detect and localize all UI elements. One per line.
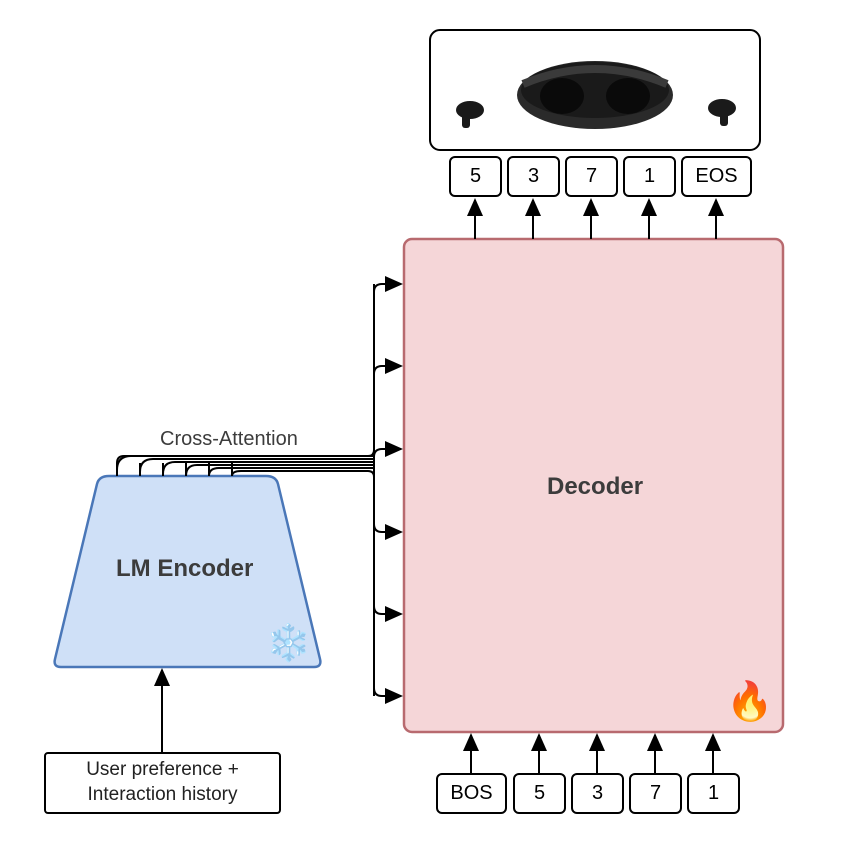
xattn-branch-4 xyxy=(374,524,401,532)
input-token-bos: BOS xyxy=(436,773,507,814)
xattn-join-bot xyxy=(368,471,374,477)
xattn-branch-3 xyxy=(374,449,401,457)
output-token-2: 3 xyxy=(507,156,560,197)
diagram-stage: 5 3 7 1 EOS BOS 5 3 7 1 Decoder LM Encod… xyxy=(0,0,860,847)
xattn-branch-1 xyxy=(374,284,401,292)
output-token-1: 5 xyxy=(449,156,502,197)
snowflake-icon: ❄️ xyxy=(266,622,311,664)
xattn-branch-6 xyxy=(374,688,401,696)
output-token-4: 1 xyxy=(623,156,676,197)
input-token-3: 7 xyxy=(629,773,682,814)
output-token-eos: EOS xyxy=(681,156,752,197)
cross-attention-label: Cross-Attention xyxy=(160,428,298,451)
input-token-4: 1 xyxy=(687,773,740,814)
xattn-branch-2 xyxy=(374,366,401,374)
input-text-line1: User preference + xyxy=(86,759,239,780)
decoder-label: Decoder xyxy=(547,473,643,501)
encoder-label: LM Encoder xyxy=(116,555,253,583)
input-text-line2: Interaction history xyxy=(88,784,238,805)
input-textbox: User preference + Interaction history xyxy=(44,752,281,814)
fire-icon: 🔥 xyxy=(726,680,773,724)
input-token-1: 5 xyxy=(513,773,566,814)
input-token-2: 3 xyxy=(571,773,624,814)
xattn-branch-5 xyxy=(374,606,401,614)
xattn-fanout xyxy=(117,456,368,476)
xattn-join-top xyxy=(368,450,374,456)
output-token-3: 7 xyxy=(565,156,618,197)
